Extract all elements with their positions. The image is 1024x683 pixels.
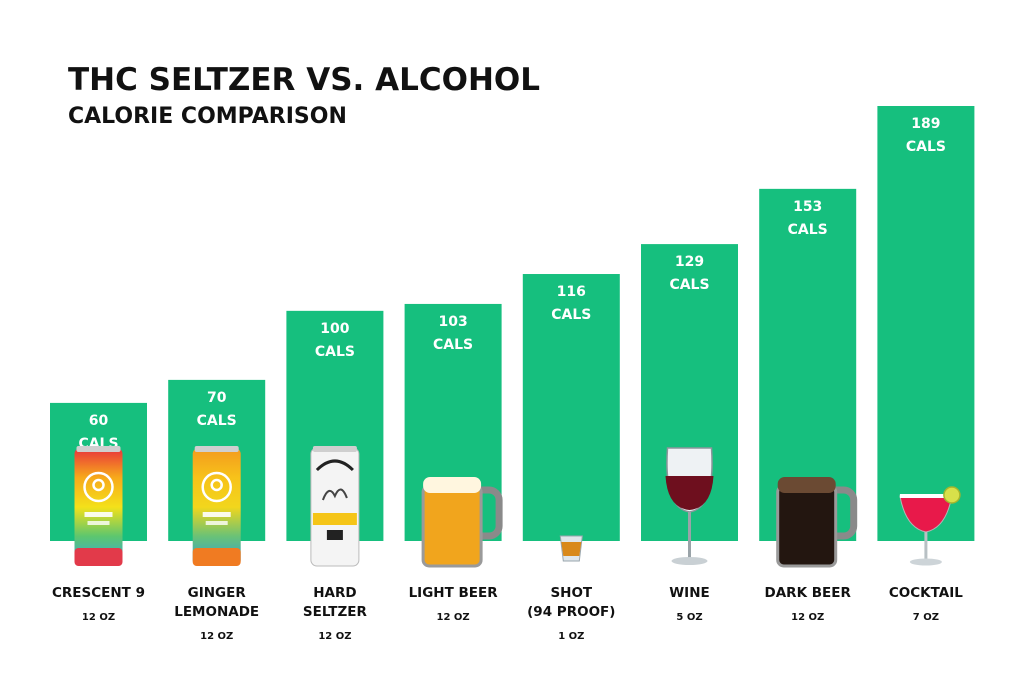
- bar-value-label: 129: [675, 254, 704, 270]
- bar-value-label: 70: [207, 390, 227, 406]
- can-logo-nine: [210, 478, 223, 492]
- shot-glass-icon: [559, 535, 583, 562]
- bar: [522, 274, 620, 541]
- dark-beer-mug-icon: [776, 477, 858, 568]
- bar-group: 70 CALS GINGER LEMONADE 12 OZ: [168, 379, 266, 642]
- bar-unit-label: CALS: [433, 337, 473, 353]
- bar-value-label: 189: [911, 116, 940, 132]
- category-label: SELTZER: [303, 604, 368, 620]
- serving-size-label: 12 OZ: [437, 612, 470, 623]
- category-label: HARD: [313, 585, 356, 601]
- can-logo-ring: [201, 471, 232, 503]
- serving-size-label: 7 OZ: [913, 612, 939, 623]
- category-label: WINE: [669, 585, 709, 601]
- bar-group: 103 CALS LIGHT BEER 12 OZ: [404, 303, 503, 623]
- mug-foam: [777, 477, 836, 493]
- ginger-lemonade-can-icon: [192, 446, 241, 566]
- can-label-line: [202, 512, 231, 517]
- shot-liquid: [561, 542, 582, 556]
- hard-seltzer-can-icon: [310, 446, 360, 567]
- mug-body: [776, 484, 838, 568]
- bar-value-label: 60: [89, 413, 109, 429]
- mug-handle: [833, 486, 858, 540]
- wine-foot: [671, 557, 708, 565]
- can-lid: [194, 446, 239, 452]
- can-body: [192, 448, 241, 566]
- can-wordmark: [315, 459, 354, 472]
- category-label: COCKTAIL: [889, 585, 963, 601]
- bar-unit-label: CALS: [197, 413, 237, 429]
- can-logo-ring: [83, 471, 114, 503]
- can-lid: [76, 446, 121, 452]
- bar-unit-label: CALS: [906, 139, 946, 155]
- can-bottom: [192, 548, 241, 566]
- bar-value-label: 116: [557, 284, 586, 300]
- mug-foam: [423, 477, 482, 493]
- can-body: [310, 447, 360, 567]
- category-label: GINGER: [188, 585, 247, 601]
- mug-body: [421, 484, 483, 568]
- cocktail-foot: [909, 558, 942, 566]
- bar-unit-label: CALS: [788, 222, 828, 238]
- can-label-line: [87, 521, 110, 525]
- bar-group: 129 CALS WINE 5 OZ: [641, 244, 738, 623]
- chart-subtitle: CALORIE COMPARISON: [68, 104, 347, 129]
- chart-title: THC SELTZER VS. ALCOHOL: [68, 62, 541, 98]
- serving-size-label: 12 OZ: [791, 612, 824, 623]
- cocktail-glass-icon: [899, 486, 961, 566]
- can-wave: [321, 488, 348, 501]
- can-body: [74, 448, 123, 566]
- can-label-line: [84, 512, 113, 517]
- can-flavor-band: [312, 513, 357, 525]
- category-label: LEMONADE: [174, 604, 259, 620]
- wine-liquid: [665, 476, 714, 510]
- mug-handle: [479, 486, 503, 540]
- bar-unit-label: CALS: [551, 307, 591, 323]
- serving-size-label: 12 OZ: [200, 631, 233, 642]
- can-label-line: [205, 521, 228, 525]
- cocktail-salt-rim: [899, 494, 952, 498]
- bar-group: 153 CALS DARK BEER 12 OZ: [759, 188, 858, 623]
- bar-unit-label: CALS: [669, 277, 709, 293]
- lime-slice: [943, 486, 961, 504]
- serving-size-label: 1 OZ: [558, 631, 584, 642]
- bar-group: 100 CALS HARD SELTZER 12 OZ: [286, 310, 384, 642]
- wine-glass-icon: [665, 447, 714, 565]
- can-badge: [326, 530, 343, 540]
- bar-unit-label: CALS: [315, 344, 355, 360]
- category-label: CRESCENT 9: [52, 585, 145, 601]
- category-label: (94 PROOF): [527, 604, 615, 620]
- bar-group: 189 CALS COCKTAIL 7 OZ: [877, 106, 975, 623]
- can-lid: [312, 446, 357, 452]
- thc-seltzer-can-icon: [74, 446, 123, 566]
- bar-value-label: 100: [320, 321, 349, 337]
- serving-size-label: 5 OZ: [676, 612, 702, 623]
- bar-value-label: 153: [793, 199, 822, 215]
- bar-group: 116 CALS SHOT (94 PROOF) 1 OZ: [522, 274, 620, 642]
- category-label: LIGHT BEER: [409, 585, 499, 601]
- serving-size-label: 12 OZ: [82, 612, 115, 623]
- serving-size-label: 12 OZ: [318, 631, 351, 642]
- bar-value-label: 103: [438, 314, 467, 330]
- category-label: SHOT: [550, 585, 592, 601]
- beer-mug-icon: [421, 477, 503, 568]
- cocktail-bowl: [899, 495, 953, 533]
- can-bottom: [74, 548, 123, 566]
- can-logo-nine: [92, 478, 105, 492]
- bar: [877, 106, 975, 541]
- category-label: DARK BEER: [765, 585, 852, 601]
